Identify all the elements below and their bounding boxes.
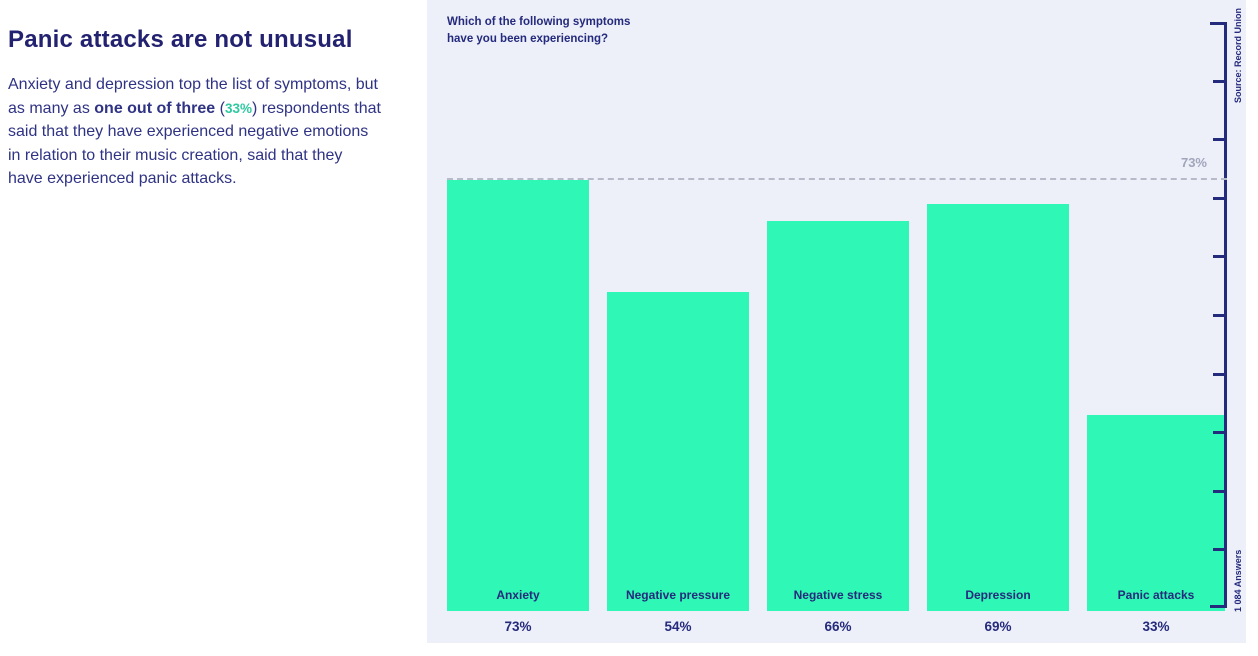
text-segment: as many as xyxy=(8,99,95,117)
axis-tick xyxy=(1213,80,1224,83)
axis-bottom-bracket xyxy=(1210,605,1224,608)
axis-tick xyxy=(1213,548,1224,551)
body-line: as many as one out of three (33%) respon… xyxy=(8,97,422,121)
axis-tick xyxy=(1213,138,1224,141)
axis-tick xyxy=(1213,431,1224,434)
body-line: Anxiety and depression top the list of s… xyxy=(8,73,422,97)
bar-negative-pressure: Negative pressure xyxy=(607,292,749,611)
axis-tick xyxy=(1213,255,1224,258)
threshold-label: 73% xyxy=(1180,155,1207,170)
text-segment: in relation to their music creation, sai… xyxy=(8,146,343,164)
text-segment: said that they have experienced negative… xyxy=(8,123,369,140)
chart-title-line2: have you been experiencing? xyxy=(447,33,609,45)
bar-value-label: 33% xyxy=(1142,619,1170,634)
page-title: Panic attacks are not unusual xyxy=(8,26,353,53)
axis-tick xyxy=(1213,373,1224,376)
bar-negative-stress: Negative stress xyxy=(767,221,909,611)
answers-label: 1 084 Answers xyxy=(1233,549,1243,612)
axis-tick xyxy=(1213,490,1224,493)
text-segment: have experienced panic attacks. xyxy=(8,170,237,187)
bar-value-label: 54% xyxy=(664,619,692,634)
axis-tick xyxy=(1213,197,1224,200)
chart-title: Which of the following symptoms have you… xyxy=(447,14,630,48)
text-segment: ) respondents that xyxy=(251,99,381,117)
bar-category-label: Anxiety xyxy=(496,588,540,602)
text-segment: one out of three xyxy=(94,99,216,117)
summary-text: Anxiety and depression top the list of s… xyxy=(8,73,422,191)
highlight-percent: 33% xyxy=(224,100,252,116)
bar-category-label: Negative stress xyxy=(793,588,883,602)
bar-category-label: Depression xyxy=(965,588,1031,602)
bar-anxiety: Anxiety xyxy=(447,180,589,611)
bar-value-label: 69% xyxy=(984,619,1012,634)
bar-depression: Depression xyxy=(927,204,1069,611)
summary-panel: Panic attacks are not unusual Anxiety an… xyxy=(8,26,422,191)
axis-tick xyxy=(1213,314,1224,317)
text-segment: Anxiety and depression top the list of s… xyxy=(8,76,378,93)
threshold-dash-line xyxy=(447,178,1227,180)
bars-layer: Anxiety 73% Negative pressure 54% Negative s… xyxy=(427,0,1246,643)
body-line: said that they have experienced negative… xyxy=(8,120,422,144)
bar-category-label: Negative pressure xyxy=(625,588,731,602)
text-segment: ( xyxy=(215,99,225,117)
bar-value-label: 73% xyxy=(504,619,532,634)
body-line: in relation to their music creation, sai… xyxy=(8,144,422,168)
value-axis xyxy=(1224,22,1227,608)
bar-panic-attacks: Panic attacks xyxy=(1087,415,1225,611)
source-label: Source: Record Union xyxy=(1233,7,1243,103)
chart-title-line1: Which of the following symptoms xyxy=(447,16,631,28)
axis-top-bracket xyxy=(1210,22,1224,25)
bar-value-label: 66% xyxy=(824,619,852,634)
bar-category-label: Panic attacks xyxy=(1117,588,1195,602)
body-line: have experienced panic attacks. xyxy=(8,167,422,191)
chart-panel: Which of the following symptoms have you… xyxy=(427,0,1246,643)
